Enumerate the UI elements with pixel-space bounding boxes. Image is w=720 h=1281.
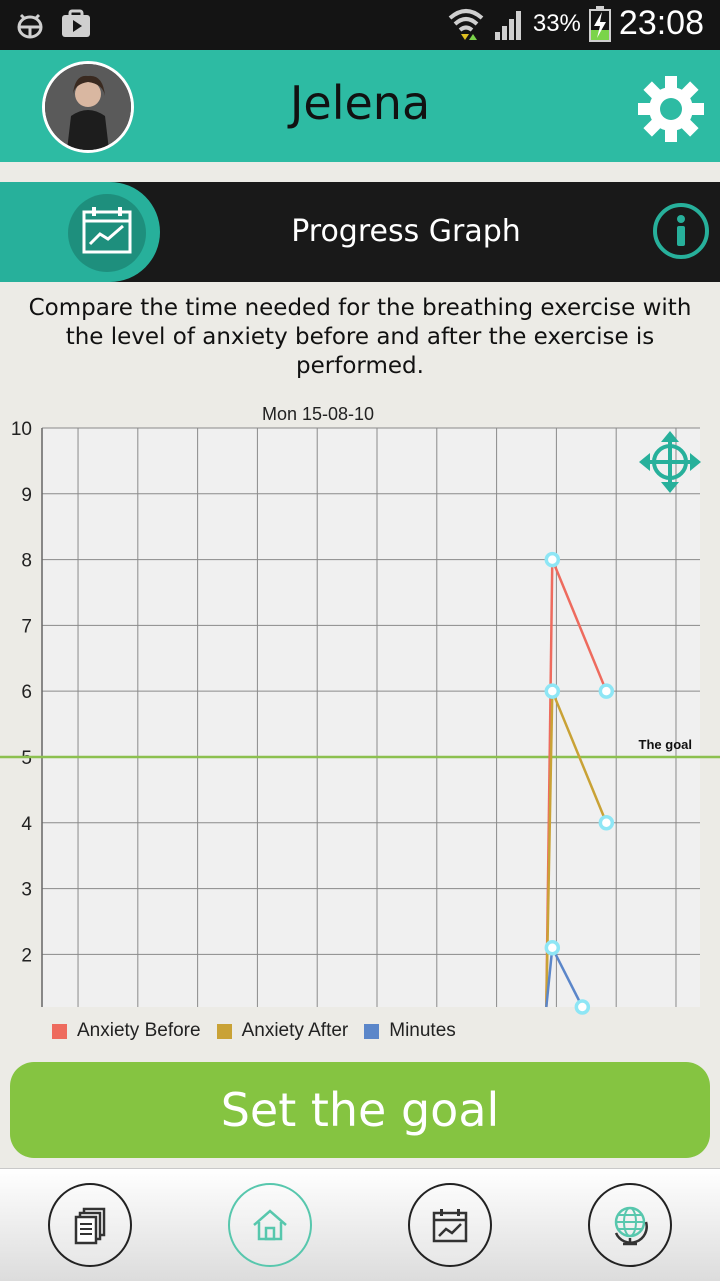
series-line xyxy=(551,559,608,692)
series-lead-in xyxy=(545,947,554,1008)
series-line xyxy=(551,947,584,1008)
section-title: Progress Graph xyxy=(291,214,521,249)
data-point xyxy=(574,999,591,1015)
progress-chart-icon xyxy=(432,1209,468,1243)
section-icon-circle xyxy=(68,194,146,272)
data-point xyxy=(544,940,561,956)
battery-charging-icon xyxy=(588,5,611,42)
chart-title: Mon 15-08-10 xyxy=(262,404,374,424)
avatar[interactable] xyxy=(42,61,134,153)
plot-background xyxy=(42,428,700,1007)
home-icon xyxy=(253,1209,287,1241)
y-tick-label: 2 xyxy=(21,945,32,966)
gear-icon[interactable] xyxy=(636,74,706,144)
y-tick-label: 5 xyxy=(21,748,32,769)
data-point xyxy=(598,815,615,831)
info-icon[interactable] xyxy=(652,202,710,260)
legend-swatch xyxy=(52,1023,67,1039)
chart-svg: 10 9 8 7 6 5 4 3 2 Mon 15-08-10 The goal xyxy=(0,404,720,1015)
battery-percent: 33% xyxy=(532,9,581,37)
set-goal-button[interactable]: Set the goal xyxy=(10,1062,710,1158)
progress-chart[interactable]: 10 9 8 7 6 5 4 3 2 Mon 15-08-10 The goal xyxy=(0,400,720,1015)
wifi-icon xyxy=(448,8,484,40)
nav-home-button[interactable] xyxy=(228,1183,312,1267)
data-point xyxy=(544,683,561,699)
app-header: Jelena xyxy=(0,50,720,162)
status-bar: 33% 23:08 xyxy=(0,0,720,50)
expand-arrows-icon[interactable] xyxy=(639,431,701,493)
chart-legend: Anxiety Before Anxiety After Minutes xyxy=(52,1020,456,1042)
y-tick-label: 9 xyxy=(21,485,32,506)
globe-icon xyxy=(614,1206,648,1246)
legend-item-anxiety-before: Anxiety Before xyxy=(52,1020,201,1042)
legend-item-minutes: Minutes xyxy=(364,1020,456,1042)
progress-graph-icon xyxy=(82,207,132,254)
series-line xyxy=(551,690,608,824)
clock: 23:08 xyxy=(618,4,704,42)
android-debug-icon xyxy=(17,13,43,39)
y-tick-label: 4 xyxy=(21,814,32,835)
data-point xyxy=(544,551,561,568)
goal-label: The goal xyxy=(639,737,692,752)
y-tick-label: 3 xyxy=(21,880,32,901)
description-text: Compare the time needed for the breathin… xyxy=(28,295,692,379)
nav-progress-button[interactable] xyxy=(408,1183,492,1267)
legend-swatch xyxy=(216,1023,232,1039)
documents-icon xyxy=(74,1207,106,1245)
legend-label: Minutes xyxy=(389,1020,456,1041)
y-tick-label: 8 xyxy=(21,551,32,572)
user-name: Jelena xyxy=(289,76,431,130)
section-bar: Progress Graph xyxy=(0,182,720,282)
legend-item-anxiety-after: Anxiety After xyxy=(216,1020,349,1042)
y-tick-label: 6 xyxy=(21,682,32,703)
y-tick-label: 7 xyxy=(21,616,32,637)
play-store-icon xyxy=(62,9,90,37)
signal-icon xyxy=(494,10,521,40)
nav-documents-button[interactable] xyxy=(48,1183,132,1267)
bottom-nav xyxy=(0,1168,720,1281)
section-tab xyxy=(0,182,160,282)
legend-label: Anxiety Before xyxy=(77,1020,201,1041)
series-lead-in xyxy=(545,691,554,1008)
y-tick-label: 10 xyxy=(11,419,32,440)
legend-label: Anxiety After xyxy=(241,1020,349,1041)
legend-swatch xyxy=(364,1023,380,1039)
profile-photo-icon xyxy=(45,64,131,150)
data-point xyxy=(598,683,615,699)
nav-world-button[interactable] xyxy=(588,1183,672,1267)
